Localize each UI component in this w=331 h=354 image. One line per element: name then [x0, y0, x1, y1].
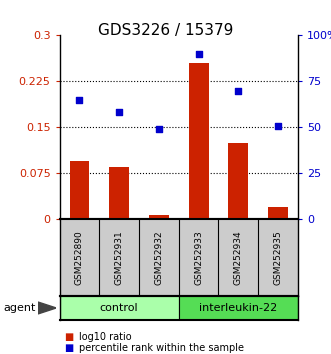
- FancyBboxPatch shape: [60, 296, 179, 320]
- Point: [275, 123, 281, 129]
- Text: GSM252931: GSM252931: [115, 230, 124, 285]
- Text: GSM252934: GSM252934: [234, 230, 243, 285]
- Point: [196, 51, 201, 57]
- Text: control: control: [100, 303, 138, 313]
- Point: [117, 109, 122, 115]
- Point: [236, 88, 241, 93]
- Bar: [149, 215, 169, 219]
- Text: ■: ■: [65, 332, 74, 342]
- Point: [156, 126, 162, 131]
- Bar: [268, 207, 288, 219]
- Text: percentile rank within the sample: percentile rank within the sample: [79, 343, 244, 353]
- Bar: [228, 143, 248, 219]
- Bar: [189, 63, 209, 219]
- Text: GSM252890: GSM252890: [75, 230, 84, 285]
- Text: log10 ratio: log10 ratio: [79, 332, 132, 342]
- Text: agent: agent: [3, 303, 36, 313]
- Text: GSM252932: GSM252932: [154, 230, 164, 285]
- Text: GSM252933: GSM252933: [194, 230, 203, 285]
- FancyBboxPatch shape: [179, 296, 298, 320]
- Text: interleukin-22: interleukin-22: [199, 303, 277, 313]
- Polygon shape: [38, 302, 56, 314]
- Text: GSM252935: GSM252935: [273, 230, 283, 285]
- Bar: [70, 161, 89, 219]
- Text: GDS3226 / 15379: GDS3226 / 15379: [98, 23, 233, 38]
- Point: [77, 97, 82, 103]
- Bar: [109, 167, 129, 219]
- Text: ■: ■: [65, 343, 74, 353]
